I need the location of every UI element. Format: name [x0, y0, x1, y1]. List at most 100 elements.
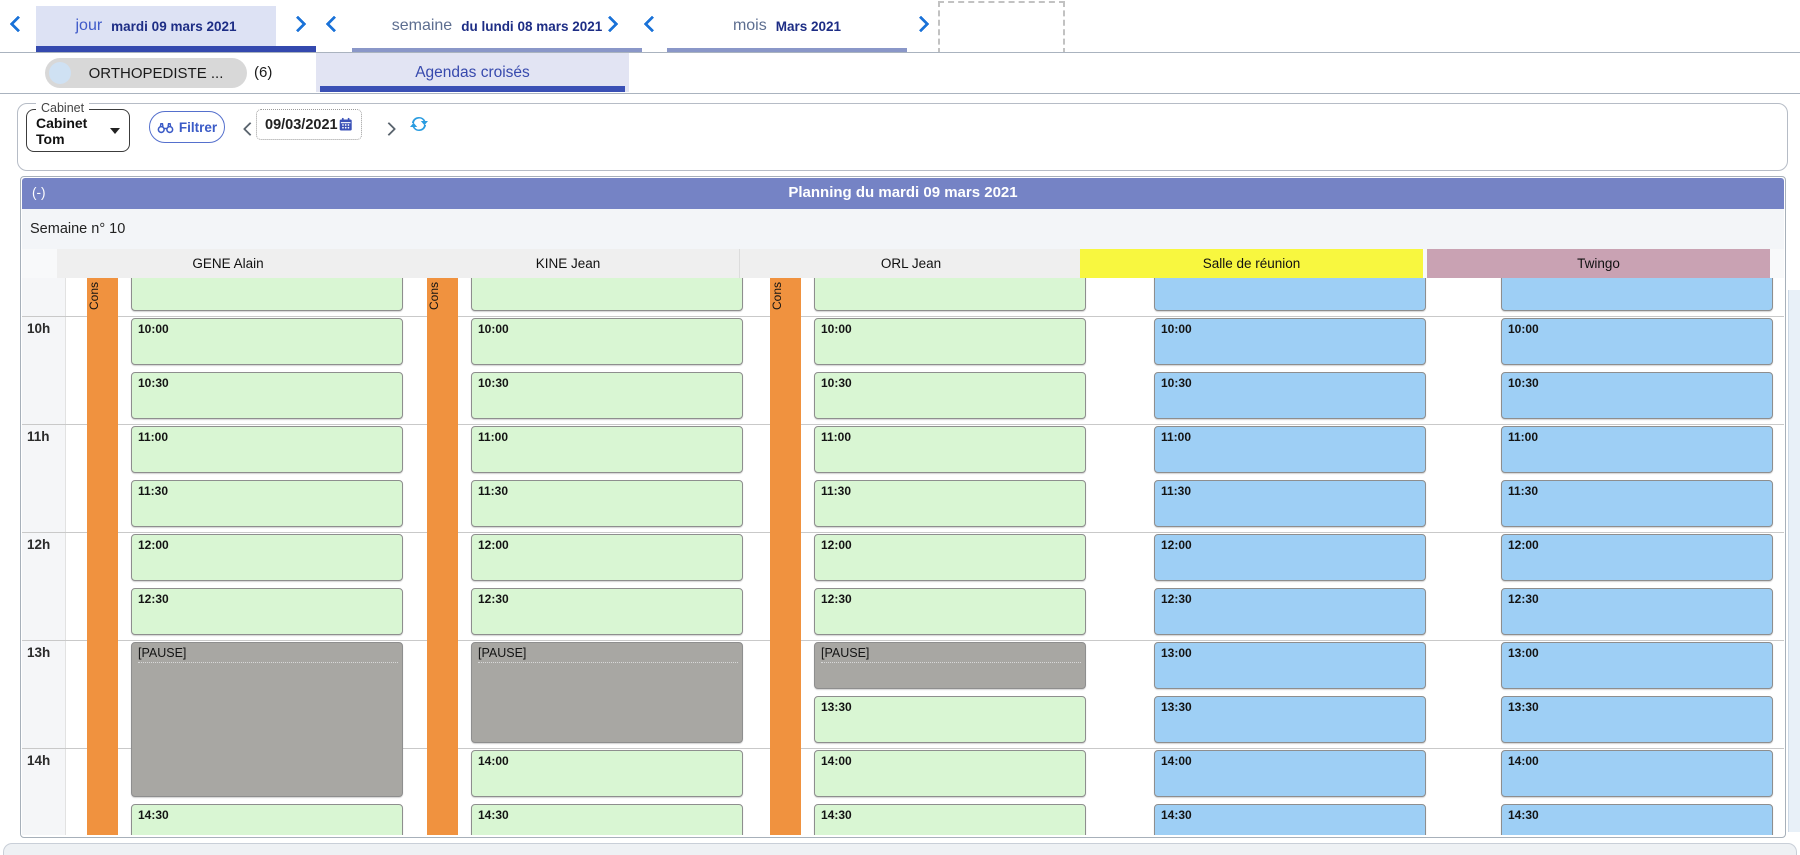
slot-time-label: 14:30 [1508, 808, 1539, 822]
free-slot[interactable] [471, 278, 743, 311]
free-slot-1430[interactable]: 14:30 [1501, 804, 1773, 835]
free-slot-1130[interactable]: 11:30 [814, 480, 1086, 527]
free-slot[interactable] [814, 278, 1086, 311]
refresh-icon[interactable] [409, 114, 429, 134]
free-slot-1030[interactable]: 10:30 [814, 372, 1086, 419]
free-slot-1400[interactable]: 14:00 [471, 750, 743, 797]
tab-day-underline [36, 46, 316, 52]
free-slot-1200[interactable]: 12:00 [1154, 534, 1426, 581]
pause-block[interactable]: [PAUSE] [131, 642, 403, 797]
month-next-chevron-icon[interactable] [912, 15, 930, 35]
free-slot-1000[interactable]: 10:00 [131, 318, 403, 365]
slot-time-label: 13:30 [1161, 700, 1192, 714]
free-slot-1100[interactable]: 11:00 [131, 426, 403, 473]
slot-time-label: 13:00 [1161, 646, 1192, 660]
slot-time-label: 12:00 [1161, 538, 1192, 552]
empty-drop-zone[interactable] [938, 1, 1065, 54]
free-slot-1130[interactable]: 11:30 [131, 480, 403, 527]
free-slot-1330[interactable]: 13:30 [814, 696, 1086, 743]
filter-button[interactable]: Filtrer [149, 111, 225, 143]
free-slot-1430[interactable]: 14:30 [471, 804, 743, 835]
free-slot-1230[interactable]: 12:30 [471, 588, 743, 635]
free-slot-1300[interactable]: 13:00 [1154, 642, 1426, 689]
tab-day[interactable]: jour mardi 09 mars 2021 [36, 6, 276, 46]
free-slot-1230[interactable]: 12:30 [814, 588, 1086, 635]
free-slot-1200[interactable]: 12:00 [131, 534, 403, 581]
tab-agendas-croises-underline [320, 86, 625, 92]
slot-time-label: 10:00 [821, 322, 852, 336]
free-slot[interactable] [131, 278, 403, 311]
tab-agendas-croises[interactable]: Agendas croisés [316, 53, 629, 92]
free-slot-1200[interactable]: 12:00 [1501, 534, 1773, 581]
day-prev-chevron-icon[interactable] [9, 15, 27, 35]
free-slot-1400[interactable]: 14:00 [814, 750, 1086, 797]
free-slot-1000[interactable]: 10:00 [814, 318, 1086, 365]
cabinet-select[interactable]: Cabinet Cabinet Tom [26, 101, 130, 152]
column-header-kine-jean[interactable]: KINE Jean [397, 249, 740, 278]
free-slot-1030[interactable]: 10:30 [1501, 372, 1773, 419]
week-prev-chevron-icon[interactable] [325, 15, 343, 35]
slot-time-label: 14:00 [478, 754, 509, 768]
free-slot-1200[interactable]: 12:00 [471, 534, 743, 581]
free-slot-1100[interactable]: 11:00 [1154, 426, 1426, 473]
free-slot[interactable] [1501, 278, 1773, 311]
free-slot-1230[interactable]: 12:30 [1154, 588, 1426, 635]
date-input[interactable]: 09/03/2021 [256, 109, 362, 140]
free-slot-1400[interactable]: 14:00 [1154, 750, 1426, 797]
calendar-icon [339, 117, 352, 131]
tab-month[interactable]: mois Mars 2021 [667, 6, 907, 46]
free-slot-1230[interactable]: 12:30 [131, 588, 403, 635]
pause-label: [PAUSE] [138, 646, 398, 663]
date-next-chevron-icon[interactable] [381, 121, 397, 139]
free-slot-1430[interactable]: 14:30 [814, 804, 1086, 835]
free-slot-1030[interactable]: 10:30 [1154, 372, 1426, 419]
free-slot-1430[interactable]: 14:30 [1154, 804, 1426, 835]
free-slot-1230[interactable]: 12:30 [1501, 588, 1773, 635]
free-slot-1100[interactable]: 11:00 [1501, 426, 1773, 473]
free-slot-1400[interactable]: 14:00 [1501, 750, 1773, 797]
hour-label-11h: 11h [27, 429, 50, 444]
free-slot-1000[interactable]: 10:00 [1501, 318, 1773, 365]
agenda-count-badge: (6) [254, 64, 273, 81]
free-slot-1430[interactable]: 14:30 [131, 804, 403, 835]
free-slot-1030[interactable]: 10:30 [131, 372, 403, 419]
slot-time-label: 12:30 [138, 592, 169, 606]
consultation-strip[interactable]: Cons [427, 278, 458, 835]
free-slot-1300[interactable]: 13:00 [1501, 642, 1773, 689]
slot-time-label: 12:00 [821, 538, 852, 552]
slot-time-label: 12:00 [478, 538, 509, 552]
pause-block[interactable]: [PAUSE] [471, 642, 743, 743]
tab-week[interactable]: semaine du lundi 08 mars 2021 [352, 6, 642, 46]
free-slot-1130[interactable]: 11:30 [471, 480, 743, 527]
month-prev-chevron-icon[interactable] [643, 15, 661, 35]
slot-time-label: 12:30 [1508, 592, 1539, 606]
free-slot-1000[interactable]: 10:00 [471, 318, 743, 365]
vertical-scrollbar[interactable] [1788, 290, 1800, 832]
column-header-twingo[interactable]: Twingo [1427, 249, 1770, 278]
slot-time-label: 11:00 [821, 430, 852, 444]
free-slot-1000[interactable]: 10:00 [1154, 318, 1426, 365]
day-next-chevron-icon[interactable] [289, 15, 307, 35]
free-slot-1100[interactable]: 11:00 [471, 426, 743, 473]
column-header-orl-jean[interactable]: ORL Jean [740, 249, 1083, 278]
free-slot-1330[interactable]: 13:30 [1154, 696, 1426, 743]
week-next-chevron-icon[interactable] [601, 15, 619, 35]
free-slot-1330[interactable]: 13:30 [1501, 696, 1773, 743]
date-prev-chevron-icon[interactable] [242, 121, 258, 139]
free-slot-1130[interactable]: 11:30 [1501, 480, 1773, 527]
free-slot-1200[interactable]: 12:00 [814, 534, 1086, 581]
consultation-strip[interactable]: Cons [770, 278, 801, 835]
tab-orthopediste[interactable]: ORTHOPEDISTE ... [45, 58, 247, 88]
free-slot[interactable] [1154, 278, 1426, 311]
slot-time-label: 11:00 [478, 430, 509, 444]
free-slot-1030[interactable]: 10:30 [471, 372, 743, 419]
collapse-toggle[interactable]: (-) [32, 185, 46, 200]
slot-time-label: 12:00 [1508, 538, 1539, 552]
tab-day-label: jour [75, 17, 103, 34]
free-slot-1100[interactable]: 11:00 [814, 426, 1086, 473]
column-header-gene-alain[interactable]: GENE Alain [57, 249, 400, 278]
free-slot-1130[interactable]: 11:30 [1154, 480, 1426, 527]
consultation-strip[interactable]: Cons [87, 278, 118, 835]
pause-block[interactable]: [PAUSE] [814, 642, 1086, 689]
column-header-salle-de-r-union[interactable]: Salle de réunion [1080, 249, 1423, 278]
